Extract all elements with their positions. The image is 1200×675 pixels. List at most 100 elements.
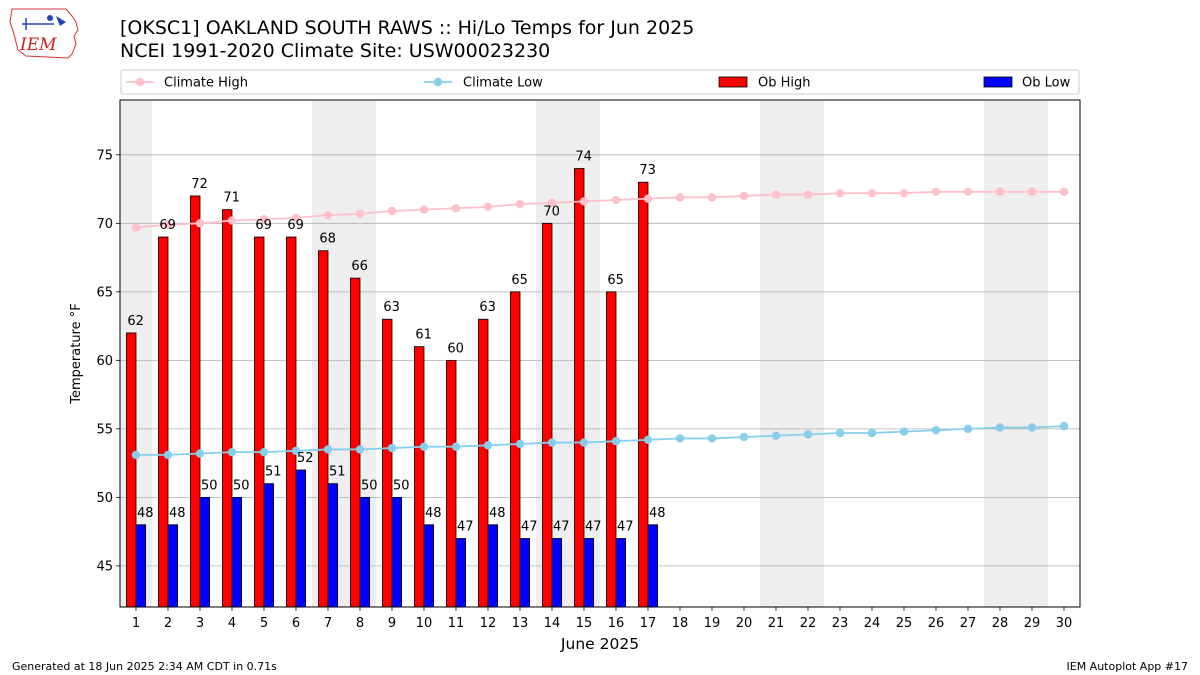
legend-climate-low-marker	[433, 77, 443, 87]
ob-high-label: 62	[127, 314, 144, 329]
climate-low-point	[291, 446, 301, 455]
climate-low-point	[131, 450, 141, 460]
ob-high-bar	[157, 236, 169, 608]
ob-high-bar	[253, 236, 265, 608]
plot-frame	[119, 99, 1081, 608]
climate-high-point	[195, 219, 205, 228]
ob-high-label: 66	[351, 259, 368, 274]
ob-low-bar	[135, 524, 147, 608]
ob-low-bar	[423, 524, 435, 608]
x-tick-label: 14	[544, 616, 561, 631]
ob-low-label: 52	[297, 451, 314, 466]
x-tick-label: 11	[448, 616, 465, 631]
ob-high-bar	[445, 359, 457, 608]
climate-low-point	[771, 431, 781, 440]
climate-low-point	[387, 443, 397, 453]
climate-high-point	[675, 193, 685, 202]
climate-low-point	[643, 435, 653, 445]
ob-high-label: 74	[575, 150, 592, 165]
ob-low-bar	[359, 496, 371, 608]
ob-high-bar	[638, 181, 649, 608]
climate-high-point	[1059, 187, 1069, 197]
x-tick-label: 12	[480, 616, 497, 631]
x-tick-label: 9	[388, 616, 396, 631]
ob-low-label: 50	[393, 478, 410, 493]
climate-low-point	[611, 436, 621, 446]
ob-high-bar	[221, 209, 233, 608]
ob-high-label: 71	[223, 191, 240, 206]
climate-low-point	[547, 438, 557, 447]
ob-low-label: 47	[553, 519, 570, 534]
x-tick-label: 16	[608, 616, 625, 631]
ob-low-label: 51	[329, 465, 346, 480]
legend-ob-high-label: Ob High	[758, 76, 811, 91]
climate-high-point	[643, 194, 653, 203]
climate-low-point	[259, 447, 269, 457]
climate-low-point	[1059, 421, 1069, 431]
y-tick-label: 60	[96, 354, 113, 369]
ob-low-bar	[551, 538, 563, 608]
ob-low-bar	[455, 538, 467, 608]
x-tick-label: 24	[864, 616, 881, 631]
climate-high-point	[259, 215, 269, 224]
climate-high-point	[995, 187, 1005, 197]
ob-low-bar	[391, 496, 403, 608]
climate-high-point	[579, 197, 589, 206]
ob-high-label: 60	[447, 341, 464, 356]
climate-high-point	[291, 213, 301, 223]
climate-high-point	[931, 187, 941, 197]
climate-low-point	[323, 445, 333, 454]
climate-high-point	[355, 209, 365, 218]
climate-high-point	[163, 220, 173, 229]
legend-ob-low-label: Ob Low	[1022, 76, 1071, 91]
climate-low-point	[899, 427, 909, 436]
climate-high-point	[611, 195, 621, 205]
ob-high-bar	[189, 195, 201, 608]
ob-low-label: 50	[201, 478, 218, 493]
x-tick-label: 29	[1024, 616, 1041, 631]
climate-low-line	[136, 425, 1065, 456]
climate-high-point	[771, 190, 781, 199]
ob-high-bar	[349, 277, 361, 608]
ob-high-bar	[381, 318, 393, 608]
climate-low-point	[483, 441, 493, 450]
climate-high-point	[803, 190, 813, 199]
x-tick-label: 30	[1056, 616, 1073, 631]
ob-low-bar	[519, 538, 531, 608]
climate-low-point	[355, 445, 365, 454]
ob-high-bar	[413, 346, 425, 608]
climate-high-point	[387, 206, 397, 216]
x-tick-label: 8	[356, 616, 364, 631]
chart-title: [OKSC1] OAKLAND SOUTH RAWS :: Hi/Lo Temp…	[120, 17, 695, 39]
ob-low-bar	[231, 496, 243, 608]
legend-ob-high-swatch	[718, 76, 748, 88]
ob-low-label: 47	[585, 519, 602, 534]
climate-low-point	[995, 423, 1005, 432]
climate-high-point	[515, 199, 525, 209]
ob-high-label: 65	[607, 273, 624, 288]
climate-high-point	[483, 202, 493, 212]
climate-high-point	[867, 188, 877, 198]
climate-high-point	[963, 187, 973, 197]
ob-high-bar	[477, 318, 489, 608]
ob-low-label: 48	[137, 506, 154, 521]
ob-low-bar	[487, 524, 499, 608]
y-tick-label: 55	[96, 422, 113, 437]
ob-low-label: 51	[265, 465, 282, 480]
x-tick-label: 17	[640, 616, 657, 631]
ob-low-bar	[167, 524, 179, 608]
climate-high-point	[323, 210, 333, 220]
iem-logo: IEM	[9, 8, 79, 59]
ob-low-bar	[263, 483, 275, 608]
ob-low-label: 48	[169, 506, 186, 521]
x-tick-label: 19	[704, 616, 721, 631]
weekend-shade	[760, 100, 824, 607]
ob-high-label: 68	[319, 232, 336, 247]
x-tick-label: 1	[132, 616, 140, 631]
y-tick-label: 65	[96, 285, 113, 300]
ob-high-label: 69	[159, 218, 176, 233]
climate-low-point	[931, 426, 941, 435]
climate-high-point	[451, 204, 461, 213]
x-tick-label: 10	[416, 616, 433, 631]
climate-low-point	[227, 447, 237, 457]
